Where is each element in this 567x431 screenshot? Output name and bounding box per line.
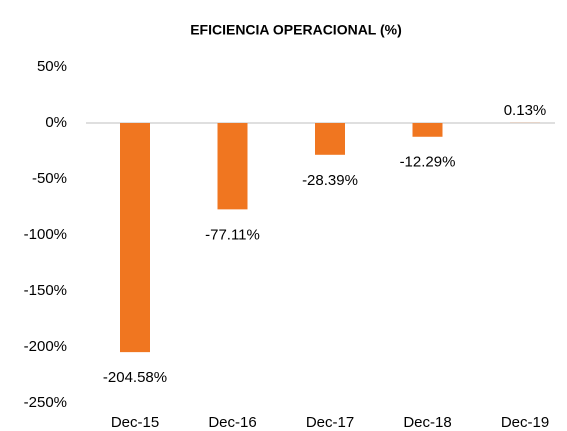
value-label: 0.13% (504, 102, 547, 119)
value-label: -204.58% (103, 369, 167, 386)
y-tick-label: -250% (24, 394, 67, 411)
chart-title: EFICIENCIA OPERACIONAL (%) (190, 22, 402, 38)
bar (120, 123, 150, 353)
y-tick-label: -50% (32, 170, 67, 187)
y-tick-label: -200% (24, 338, 67, 355)
y-tick-label: -150% (24, 282, 67, 299)
x-tick-label: Dec-17 (306, 414, 354, 431)
x-tick-label: Dec-16 (208, 414, 256, 431)
y-tick-label: -100% (24, 226, 67, 243)
y-tick-label: 0% (45, 114, 67, 131)
bar (217, 123, 248, 210)
x-tick-label: Dec-19 (501, 414, 549, 431)
value-label: -77.11% (205, 226, 260, 243)
value-label: -28.39% (302, 172, 358, 189)
value-label: -12.29% (400, 154, 456, 171)
x-tick-label: Dec-15 (111, 414, 159, 431)
y-tick-label: 50% (37, 58, 67, 75)
bar (315, 123, 345, 155)
x-tick-label: Dec-18 (403, 414, 451, 431)
bar (412, 123, 443, 137)
